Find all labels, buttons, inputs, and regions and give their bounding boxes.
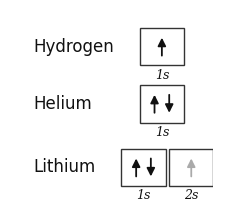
Text: Hydrogen: Hydrogen	[33, 38, 114, 56]
Text: 1s: 1s	[136, 190, 151, 202]
Text: Lithium: Lithium	[33, 158, 96, 176]
Text: 2s: 2s	[184, 190, 198, 202]
Bar	[169, 149, 213, 186]
Bar	[121, 149, 165, 186]
Text: 1s: 1s	[155, 126, 169, 139]
Bar	[140, 85, 184, 123]
Text: Helium: Helium	[33, 95, 92, 113]
Text: 1s: 1s	[155, 69, 169, 82]
Bar	[140, 28, 184, 66]
